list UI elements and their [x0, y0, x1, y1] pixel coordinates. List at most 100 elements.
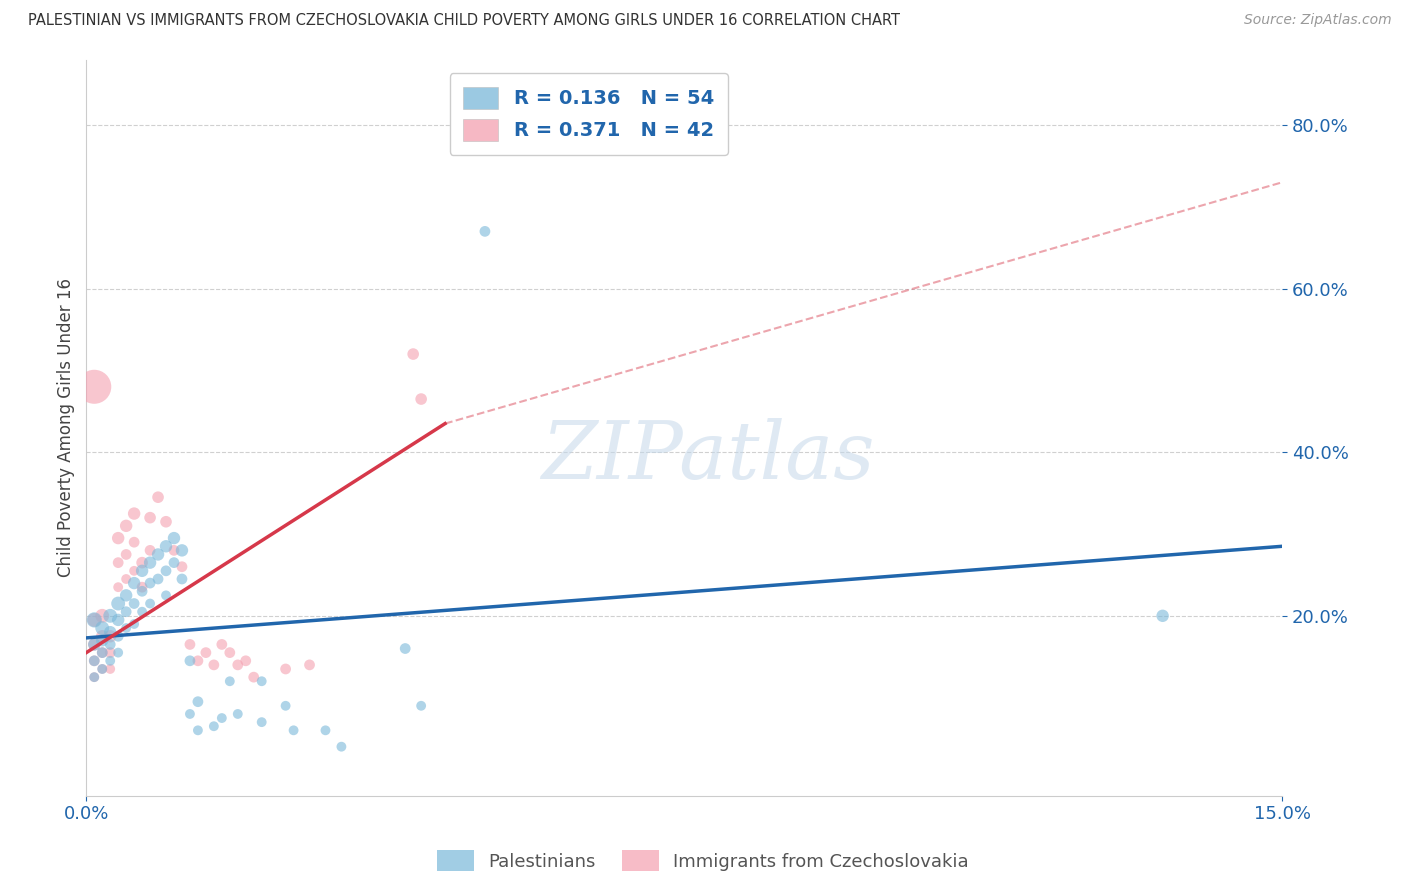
Point	[218, 674, 240, 689]
Point	[250, 674, 273, 689]
Point	[179, 654, 201, 668]
Point	[474, 224, 496, 238]
Point	[131, 605, 153, 619]
Legend: R = 0.136   N = 54, R = 0.371   N = 42: R = 0.136 N = 54, R = 0.371 N = 42	[450, 73, 727, 155]
Point	[194, 646, 217, 660]
Point	[155, 564, 177, 578]
Point	[274, 698, 297, 713]
Text: Source: ZipAtlas.com: Source: ZipAtlas.com	[1244, 13, 1392, 28]
Point	[146, 490, 169, 504]
Point	[187, 695, 209, 709]
Point	[1152, 608, 1174, 623]
Point	[139, 556, 162, 570]
Point	[122, 564, 145, 578]
Point	[139, 597, 162, 611]
Point	[170, 572, 193, 586]
Text: PALESTINIAN VS IMMIGRANTS FROM CZECHOSLOVAKIA CHILD POVERTY AMONG GIRLS UNDER 16: PALESTINIAN VS IMMIGRANTS FROM CZECHOSLO…	[28, 13, 900, 29]
Point	[98, 646, 121, 660]
Point	[226, 706, 249, 721]
Text: ZIPatlas: ZIPatlas	[541, 418, 875, 496]
Point	[91, 662, 114, 676]
Point	[91, 608, 114, 623]
Point	[131, 580, 153, 594]
Point	[411, 698, 433, 713]
Point	[115, 621, 138, 635]
Point	[218, 646, 240, 660]
Legend: Palestinians, Immigrants from Czechoslovakia: Palestinians, Immigrants from Czechoslov…	[430, 843, 976, 879]
Point	[330, 739, 353, 754]
Point	[107, 531, 129, 545]
Point	[146, 572, 169, 586]
Point	[83, 637, 105, 651]
Point	[187, 654, 209, 668]
Point	[250, 715, 273, 730]
Point	[274, 662, 297, 676]
Point	[170, 559, 193, 574]
Point	[146, 548, 169, 562]
Point	[91, 646, 114, 660]
Point	[187, 723, 209, 738]
Point	[115, 572, 138, 586]
Point	[115, 588, 138, 602]
Point	[115, 548, 138, 562]
Point	[91, 662, 114, 676]
Point	[163, 543, 186, 558]
Point	[298, 657, 321, 672]
Point	[83, 670, 105, 684]
Point	[98, 608, 121, 623]
Point	[211, 637, 233, 651]
Y-axis label: Child Poverty Among Girls Under 16: Child Poverty Among Girls Under 16	[58, 278, 75, 577]
Point	[179, 637, 201, 651]
Point	[83, 613, 105, 627]
Point	[122, 576, 145, 591]
Point	[394, 641, 416, 656]
Point	[122, 507, 145, 521]
Point	[107, 613, 129, 627]
Point	[179, 706, 201, 721]
Point	[202, 657, 225, 672]
Point	[107, 597, 129, 611]
Point	[83, 380, 105, 394]
Point	[131, 564, 153, 578]
Point	[155, 588, 177, 602]
Point	[115, 605, 138, 619]
Point	[283, 723, 305, 738]
Point	[98, 625, 121, 640]
Point	[131, 556, 153, 570]
Point	[155, 515, 177, 529]
Point	[107, 580, 129, 594]
Point	[411, 392, 433, 406]
Point	[83, 670, 105, 684]
Point	[91, 629, 114, 643]
Point	[98, 637, 121, 651]
Point	[98, 654, 121, 668]
Point	[107, 629, 129, 643]
Point	[314, 723, 336, 738]
Point	[115, 518, 138, 533]
Point	[139, 510, 162, 524]
Point	[98, 662, 121, 676]
Point	[91, 646, 114, 660]
Point	[91, 621, 114, 635]
Point	[107, 646, 129, 660]
Point	[163, 556, 186, 570]
Point	[170, 543, 193, 558]
Point	[122, 597, 145, 611]
Point	[235, 654, 257, 668]
Point	[226, 657, 249, 672]
Point	[163, 531, 186, 545]
Point	[202, 719, 225, 733]
Point	[131, 584, 153, 599]
Point	[83, 613, 105, 627]
Point	[211, 711, 233, 725]
Point	[83, 637, 105, 651]
Point	[91, 633, 114, 648]
Point	[98, 629, 121, 643]
Point	[242, 670, 264, 684]
Point	[107, 556, 129, 570]
Point	[139, 576, 162, 591]
Point	[402, 347, 425, 361]
Point	[139, 543, 162, 558]
Point	[155, 539, 177, 553]
Point	[83, 654, 105, 668]
